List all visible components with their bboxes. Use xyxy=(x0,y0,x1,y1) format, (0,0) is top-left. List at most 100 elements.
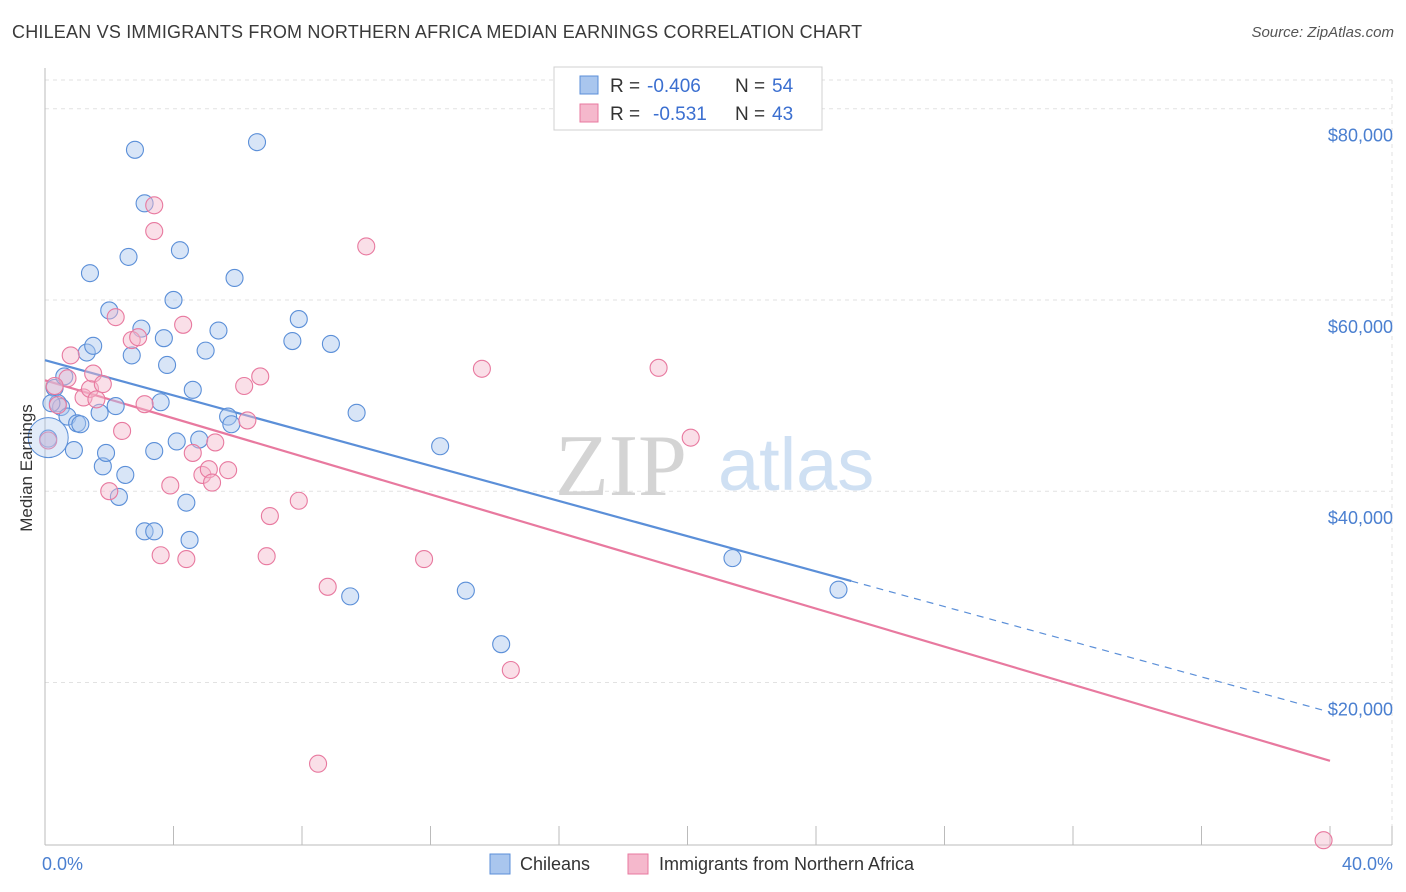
point-chileans xyxy=(164,290,183,309)
point-immigrants xyxy=(106,308,125,327)
point-chileans xyxy=(183,380,202,399)
point-immigrants xyxy=(219,461,238,480)
point-chileans xyxy=(119,247,138,266)
point-chileans xyxy=(347,403,366,422)
point-immigrants xyxy=(199,460,218,479)
point-chileans xyxy=(109,487,128,506)
point-immigrants xyxy=(357,237,376,256)
point-chileans xyxy=(456,581,475,600)
point-cluster-chileans xyxy=(27,417,69,459)
point-immigrants xyxy=(206,433,225,452)
point-immigrants xyxy=(45,376,64,396)
data-points xyxy=(27,133,1333,850)
stat-n-label-immigrants: N = xyxy=(735,104,765,125)
point-chileans xyxy=(71,415,90,434)
point-immigrants xyxy=(235,376,254,396)
point-chileans xyxy=(93,457,112,476)
point-chileans xyxy=(170,241,189,260)
point-chileans xyxy=(84,336,103,355)
point-immigrants xyxy=(257,547,276,566)
point-chileans xyxy=(225,268,244,287)
point-immigrants xyxy=(649,358,668,377)
axes xyxy=(44,68,1393,846)
point-chileans xyxy=(145,522,164,541)
point-immigrants xyxy=(501,660,520,680)
point-immigrants xyxy=(161,476,180,495)
point-chileans xyxy=(289,310,308,329)
point-immigrants xyxy=(318,577,337,596)
point-chileans xyxy=(177,493,196,512)
legend-swatch-chileans xyxy=(489,853,511,875)
point-chileans xyxy=(52,397,71,417)
x-tick-label: 40.0% xyxy=(1342,854,1393,874)
chart-title: CHILEAN VS IMMIGRANTS FROM NORTHERN AFRI… xyxy=(12,22,863,42)
point-immigrants xyxy=(203,473,222,492)
point-immigrants xyxy=(113,421,132,440)
stats-swatch-chileans xyxy=(579,75,599,95)
point-chileans xyxy=(283,332,302,351)
point-chileans xyxy=(122,346,141,365)
point-immigrants xyxy=(100,482,119,501)
point-immigrants xyxy=(238,411,257,430)
point-chileans xyxy=(154,329,173,348)
y-tick-label: $20,000 xyxy=(1328,699,1393,719)
y-tick-label: $80,000 xyxy=(1328,126,1393,146)
point-chileans xyxy=(116,465,135,484)
stat-n-chileans: 54 xyxy=(772,76,794,97)
trend-extension-0 xyxy=(851,580,1331,713)
point-immigrants xyxy=(260,506,279,526)
point-immigrants xyxy=(87,390,106,409)
point-chileans xyxy=(321,334,340,353)
point-immigrants xyxy=(93,375,112,394)
point-immigrants xyxy=(681,428,700,447)
point-chileans xyxy=(125,140,144,159)
point-immigrants xyxy=(129,328,148,347)
point-chileans xyxy=(209,321,228,340)
stat-n-immigrants: 43 xyxy=(772,104,793,125)
trend-lines xyxy=(44,359,1331,762)
point-immigrants xyxy=(1314,831,1333,850)
series-legend: Chileans Immigrants from Northern Africa xyxy=(489,853,915,875)
legend-label-immigrants: Immigrants from Northern Africa xyxy=(659,854,915,874)
point-immigrants xyxy=(174,315,193,334)
trend-line-0 xyxy=(44,359,852,583)
stat-r-label-chileans: R = xyxy=(610,76,640,97)
point-chileans xyxy=(341,587,360,606)
point-chileans xyxy=(64,441,83,460)
point-chileans xyxy=(247,133,267,152)
legend-label-chileans: Chileans xyxy=(520,854,590,874)
point-chileans xyxy=(96,443,116,462)
stats-swatch-immigrants xyxy=(579,103,599,123)
stat-r-immigrants: -0.531 xyxy=(653,104,707,125)
point-immigrants xyxy=(135,395,154,414)
point-chileans xyxy=(55,367,74,386)
point-immigrants xyxy=(415,550,434,569)
stat-r-chileans: -0.406 xyxy=(647,76,701,97)
x-tick-label: 0.0% xyxy=(42,854,83,874)
point-immigrants xyxy=(309,754,328,773)
point-chileans xyxy=(90,403,109,422)
y-tick-label: $40,000 xyxy=(1328,508,1393,528)
point-chileans xyxy=(167,432,186,451)
point-immigrants xyxy=(177,550,196,569)
stat-r-label-immigrants: R = xyxy=(610,104,640,125)
point-immigrants xyxy=(39,431,58,450)
point-chileans xyxy=(42,394,61,413)
point-chileans xyxy=(492,635,511,654)
point-immigrants xyxy=(61,346,80,365)
point-chileans xyxy=(196,341,215,360)
point-chileans xyxy=(135,522,154,541)
point-chileans xyxy=(158,355,177,375)
point-immigrants xyxy=(472,359,491,378)
stats-legend-box xyxy=(553,66,823,131)
watermark-zip: ZIP xyxy=(555,418,687,515)
point-chileans xyxy=(80,264,100,283)
stats-legend: R = -0.406 N = 54 R = -0.531 N = 43 xyxy=(553,66,823,131)
point-immigrants xyxy=(145,222,164,241)
legend-swatch-immigrants xyxy=(627,853,649,875)
source-label: Source: ZipAtlas.com xyxy=(1251,24,1394,41)
point-chileans xyxy=(106,397,125,416)
point-chileans xyxy=(222,415,241,434)
tick-labels: $20,000 $40,000 $60,000 $80,000 0.0% 40.0% xyxy=(42,126,1393,874)
